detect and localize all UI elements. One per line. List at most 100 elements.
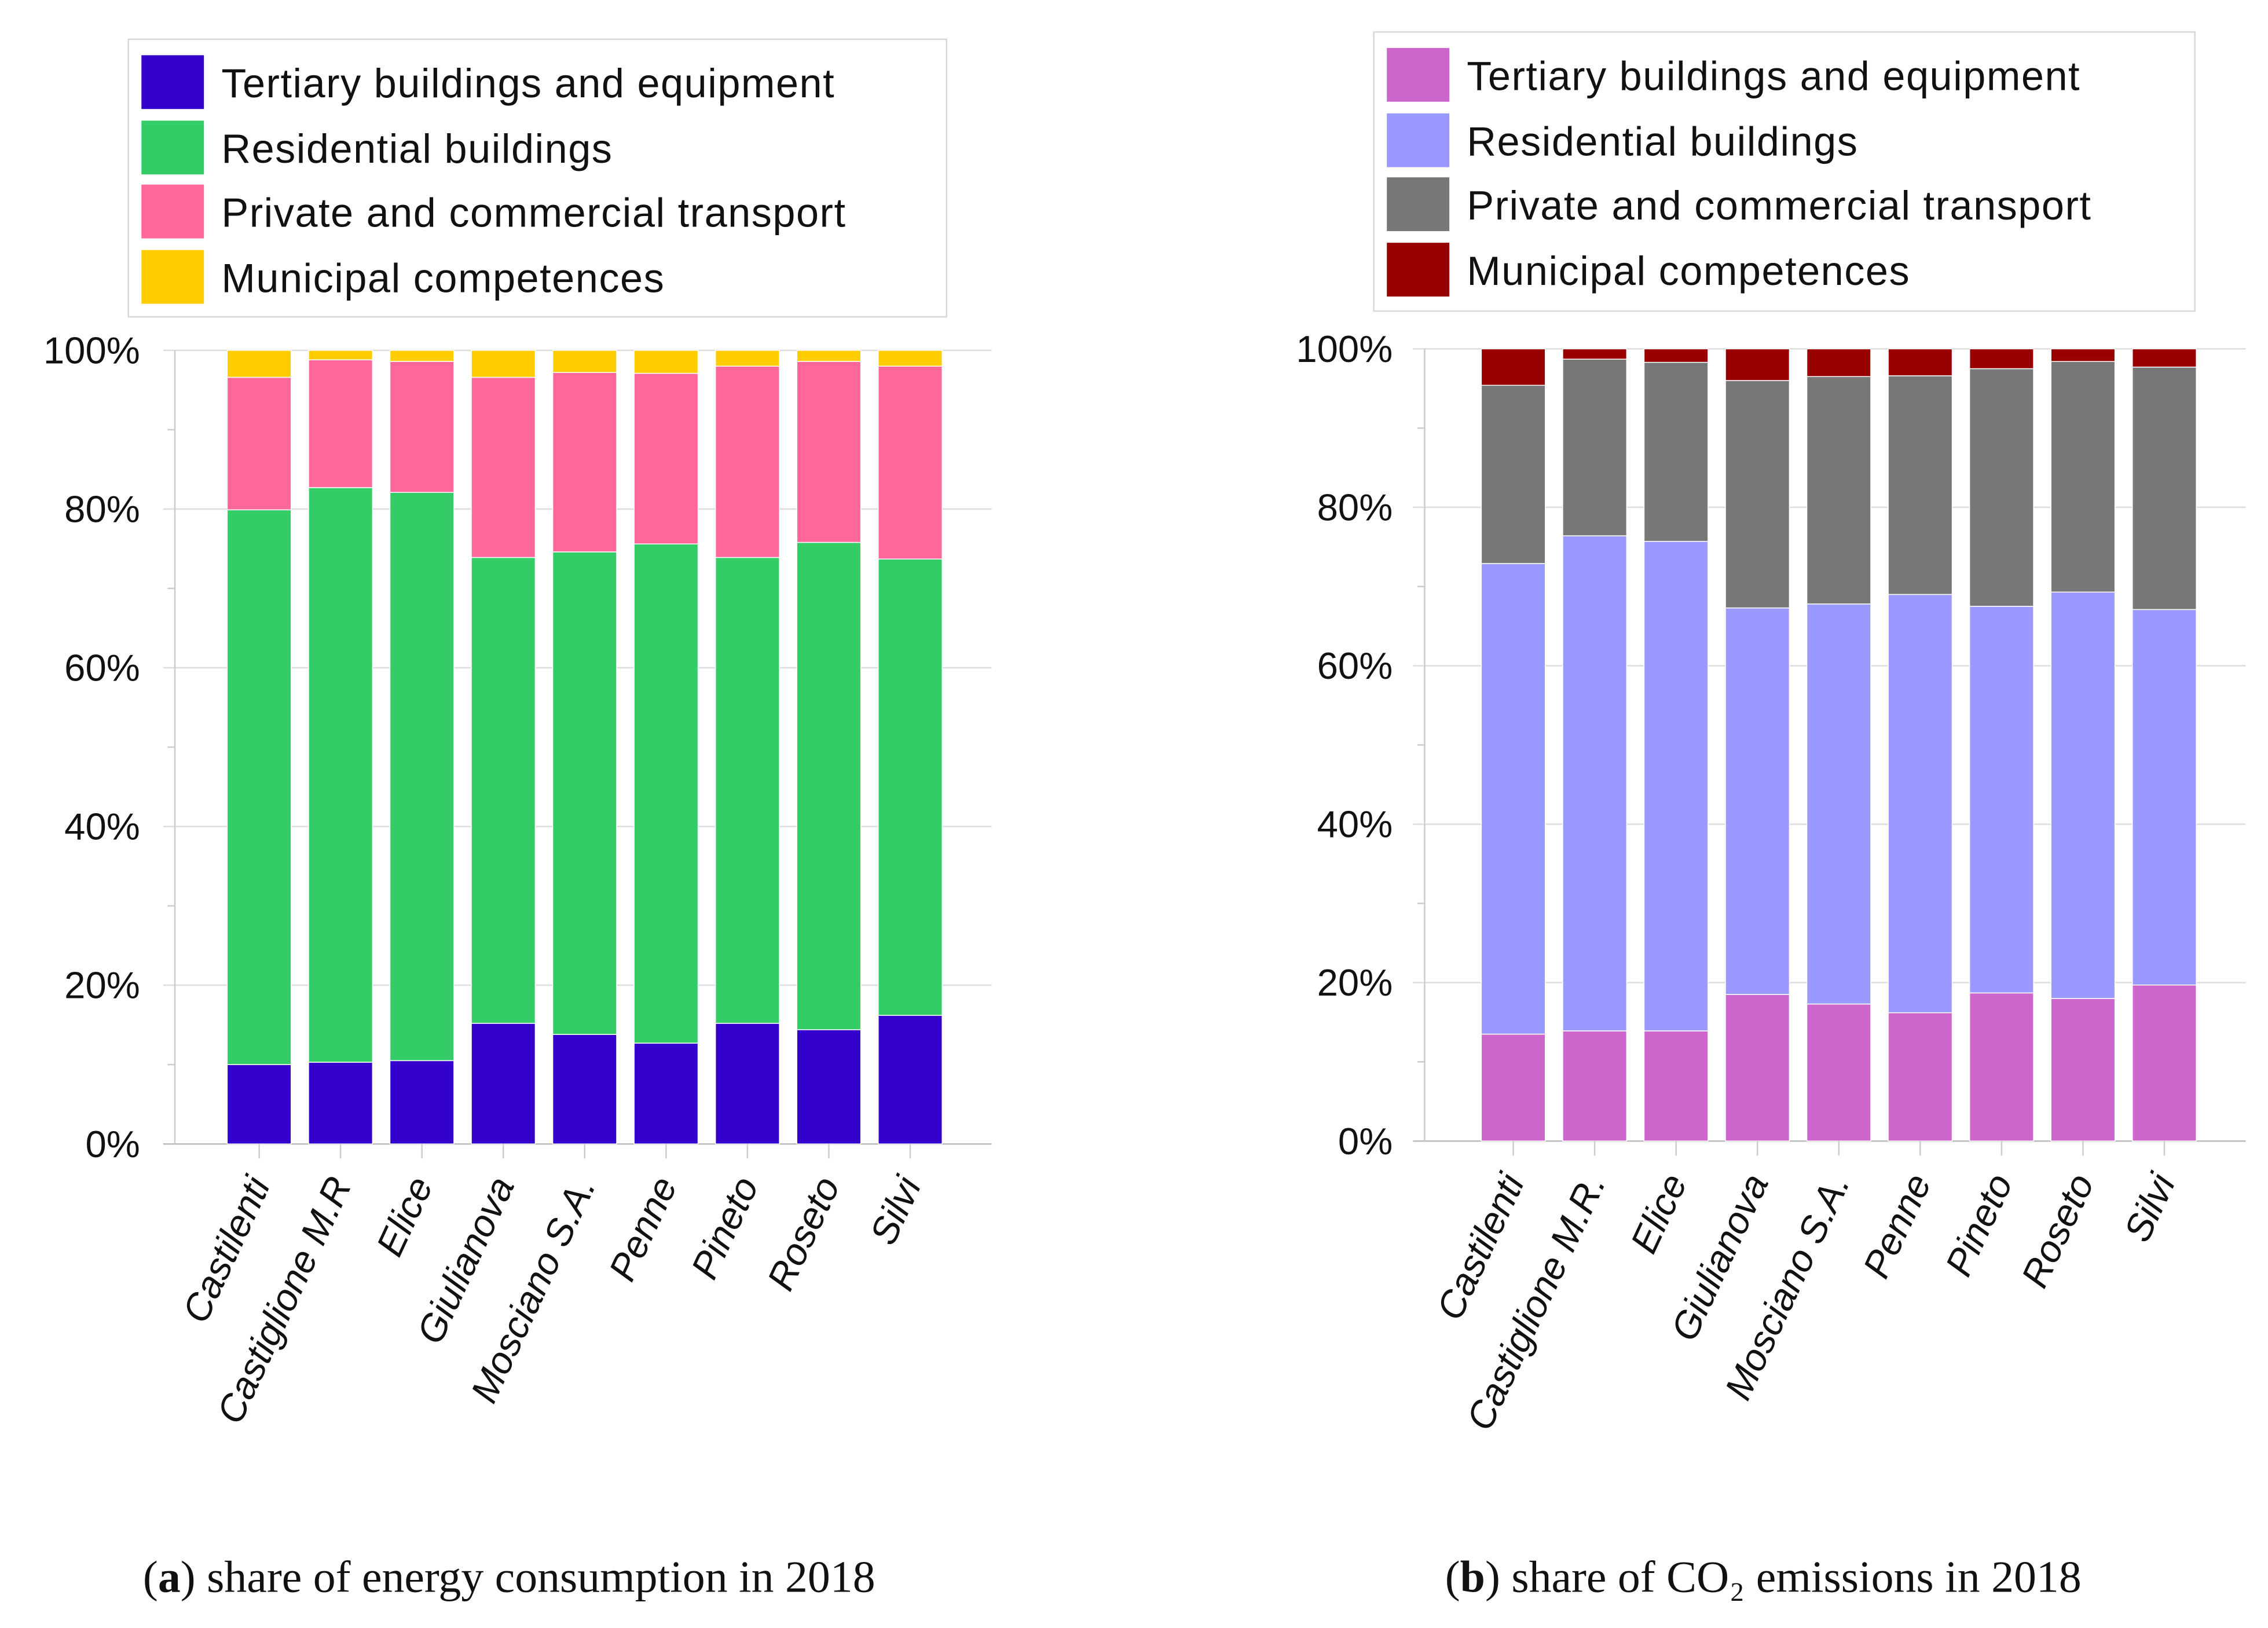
bar-segment bbox=[633, 543, 699, 1044]
y-tick-label: 80% bbox=[64, 488, 140, 531]
x-tick-label: Pineto bbox=[683, 1170, 766, 1286]
bar-segment bbox=[715, 557, 780, 1024]
bar-segment bbox=[2131, 348, 2197, 368]
caption-text: share of energy consumption in 2018 bbox=[207, 1552, 875, 1601]
bar-segment bbox=[715, 350, 780, 367]
legend-box bbox=[1373, 31, 2196, 312]
legend-label: Municipal competences bbox=[1467, 248, 1910, 294]
legend-swatch bbox=[141, 250, 204, 304]
bar-segment bbox=[1969, 992, 2034, 1142]
legend-swatch bbox=[1387, 177, 1450, 232]
bar-segment bbox=[1725, 380, 1790, 609]
bar-segment bbox=[471, 350, 536, 378]
bar-segment bbox=[2131, 367, 2197, 610]
caption-paren: ) bbox=[1485, 1552, 1511, 1601]
legend-swatch bbox=[1387, 113, 1450, 167]
x-tick-label: Penne bbox=[600, 1170, 685, 1287]
bar-segment bbox=[1806, 348, 1871, 377]
bar-segment bbox=[552, 350, 617, 373]
caption-letter: a bbox=[158, 1552, 181, 1601]
bar-segment bbox=[2131, 609, 2197, 986]
caption-text: share of CO₂ emissions in 2018 bbox=[1511, 1552, 2081, 1601]
y-tick-label: 0% bbox=[1338, 1120, 1393, 1162]
bar-segment bbox=[633, 1042, 699, 1144]
legend-label: Tertiary buildings and equipment bbox=[221, 60, 835, 106]
bar-segment bbox=[1806, 1003, 1871, 1142]
bar-segment bbox=[226, 350, 292, 378]
bar-segment bbox=[1888, 348, 1953, 376]
bar-segment bbox=[715, 365, 780, 558]
bar-segment bbox=[552, 551, 617, 1035]
chart-energy-consumption: 0%20%40%60%80%100%CastilentiCastiglione … bbox=[43, 38, 992, 1601]
bar-segment bbox=[1969, 606, 2034, 994]
legend-label: Private and commercial transport bbox=[1467, 182, 2091, 228]
bar-segment bbox=[308, 359, 373, 488]
x-tick-label: Roseto bbox=[2013, 1168, 2102, 1294]
legend-swatch bbox=[1387, 47, 1450, 102]
bar-segment bbox=[796, 1029, 862, 1144]
bar-segment bbox=[1562, 358, 1628, 536]
bar-segment bbox=[226, 509, 292, 1065]
bar-segment bbox=[389, 1060, 455, 1144]
bar-segment bbox=[1481, 563, 1546, 1035]
legend-swatch bbox=[1387, 243, 1450, 297]
caption-paren: ( bbox=[143, 1552, 158, 1601]
y-tick-label: 60% bbox=[1317, 645, 1393, 687]
legend-swatch bbox=[141, 184, 204, 239]
bar-segment bbox=[2050, 998, 2116, 1142]
bar-segment bbox=[389, 492, 455, 1062]
bar-segment bbox=[552, 1034, 617, 1144]
bar-segment bbox=[1806, 603, 1871, 1005]
legend-label: Municipal competences bbox=[221, 255, 665, 301]
bar-segment bbox=[796, 350, 862, 362]
bar-segment bbox=[1481, 1033, 1546, 1142]
bar-segment bbox=[226, 376, 292, 511]
bar-segment bbox=[2131, 984, 2197, 1142]
bar-segment bbox=[1725, 348, 1790, 381]
y-tick-label: 40% bbox=[64, 806, 140, 848]
bar-segment bbox=[878, 1015, 943, 1144]
legend-label: Private and commercial transport bbox=[221, 190, 846, 236]
bar-segment bbox=[1888, 1012, 1953, 1142]
bar-segment bbox=[1562, 348, 1628, 360]
y-tick-label: 60% bbox=[64, 647, 140, 689]
y-tick-label: 20% bbox=[1317, 961, 1393, 1004]
bar-segment bbox=[471, 1023, 536, 1144]
bar-segment bbox=[1643, 361, 1709, 542]
x-tick-label: Pineto bbox=[1937, 1168, 2020, 1283]
caption-paren: ) bbox=[181, 1552, 207, 1601]
bar-segment bbox=[389, 361, 455, 493]
legend-swatch bbox=[141, 55, 204, 109]
y-tick-label: 0% bbox=[85, 1123, 140, 1165]
bar-segment bbox=[1888, 594, 1953, 1014]
bar-segment bbox=[471, 376, 536, 558]
bar-segment bbox=[1562, 1030, 1628, 1142]
bar-segment bbox=[308, 487, 373, 1063]
figure-caption: (a) share of energy consumption in 2018 bbox=[143, 1552, 875, 1601]
bar-segment bbox=[1888, 375, 1953, 595]
y-tick-label: 40% bbox=[1317, 803, 1393, 846]
bar-segment bbox=[878, 350, 943, 367]
legend-swatch bbox=[141, 120, 204, 175]
bar-segment bbox=[1643, 348, 1709, 363]
bar-segment bbox=[633, 350, 699, 374]
bar-segment bbox=[1969, 368, 2034, 607]
bar-segment bbox=[796, 542, 862, 1030]
bar-segment bbox=[1806, 376, 1871, 605]
y-tick-label: 80% bbox=[1317, 486, 1393, 529]
y-tick-label: 100% bbox=[1296, 328, 1393, 370]
figure-caption: (b) share of CO₂ emissions in 2018 bbox=[1445, 1552, 2082, 1601]
legend-box bbox=[127, 38, 947, 318]
bar-segment bbox=[1481, 385, 1546, 564]
caption-paren: ( bbox=[1445, 1552, 1460, 1601]
bar-segment bbox=[389, 350, 455, 362]
y-tick-label: 20% bbox=[64, 964, 140, 1007]
bar-segment bbox=[2050, 591, 2116, 999]
bar-segment bbox=[1481, 348, 1546, 386]
bar-segment bbox=[1725, 607, 1790, 995]
bar-segment bbox=[878, 365, 943, 560]
bar-segment bbox=[1969, 348, 2034, 369]
bar-segment bbox=[2050, 348, 2116, 362]
legend-label: Residential buildings bbox=[1467, 119, 1858, 164]
